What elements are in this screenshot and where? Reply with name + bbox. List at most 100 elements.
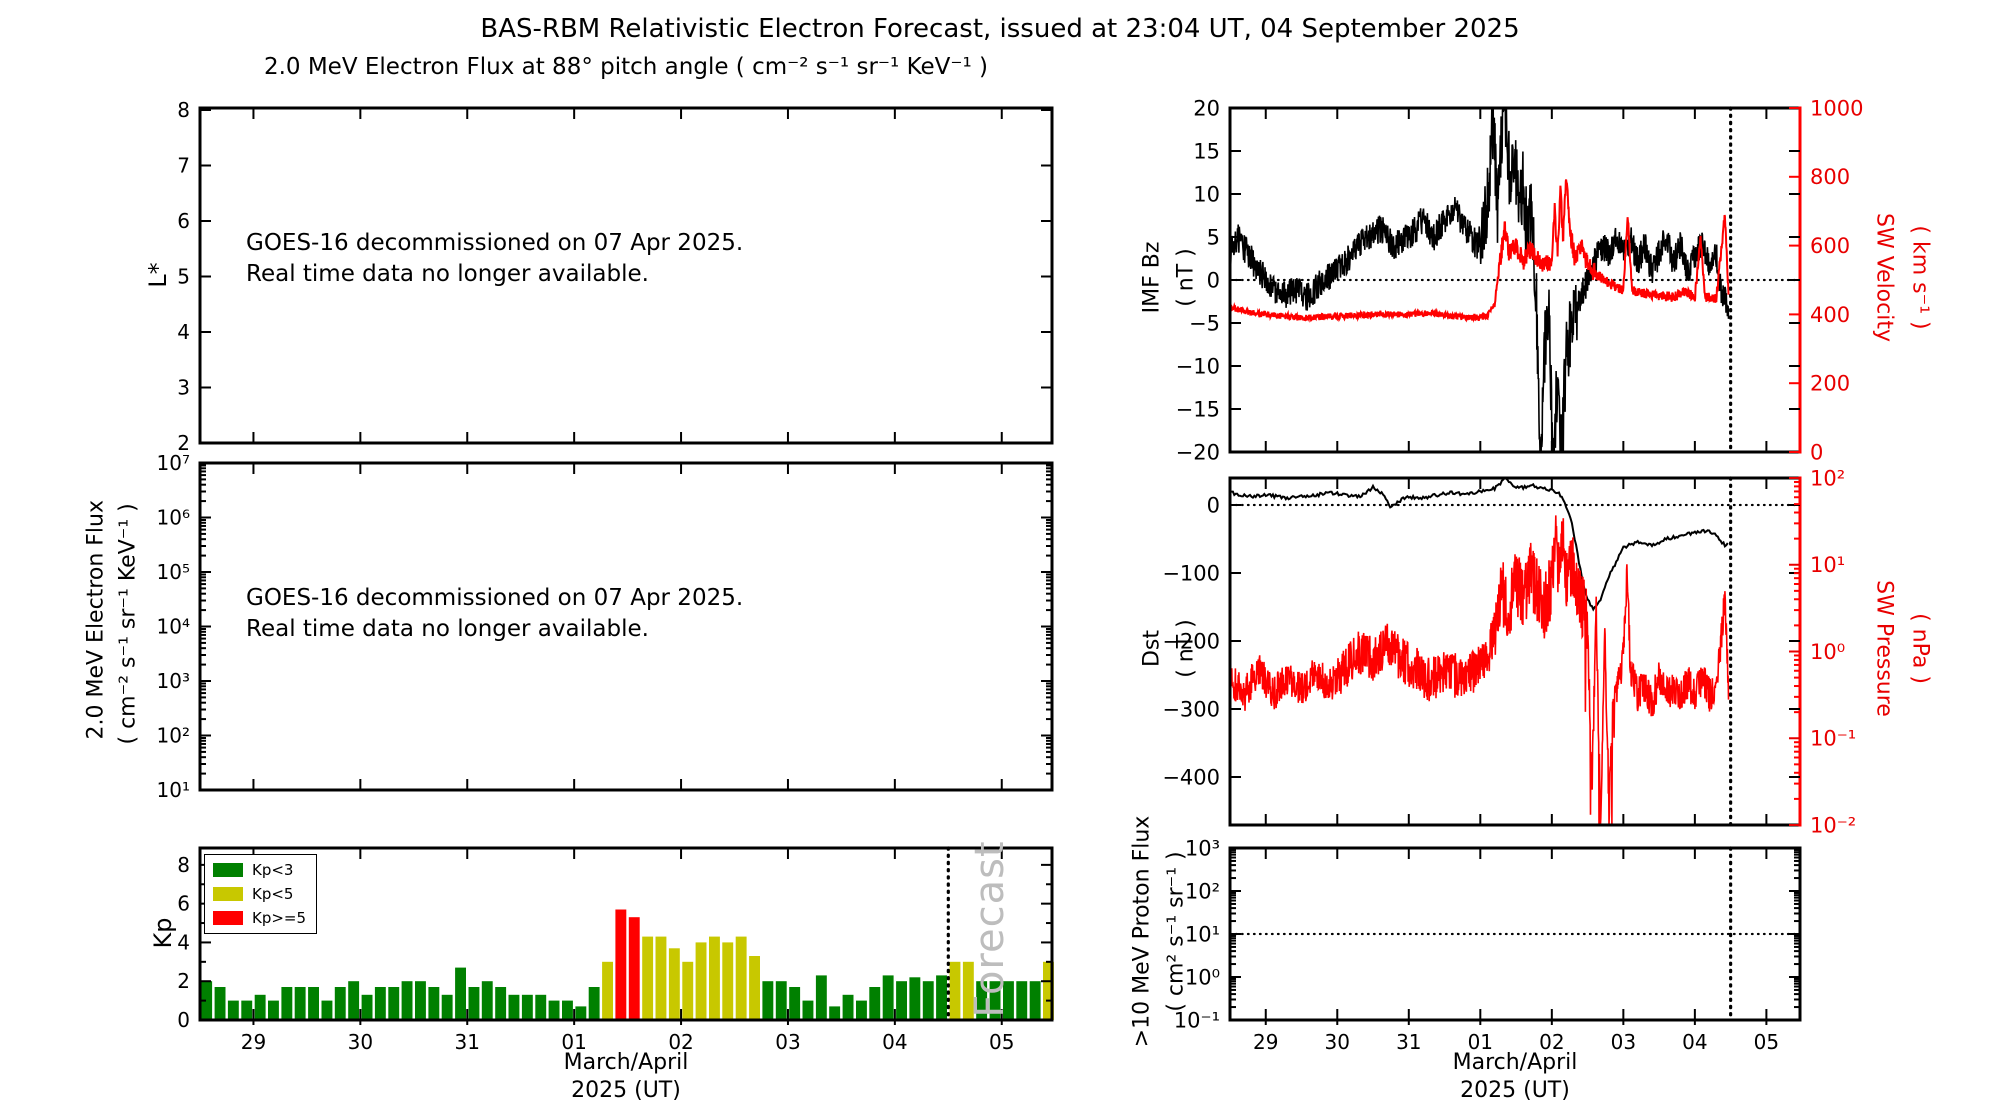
kp-bar <box>415 981 426 1020</box>
y-tick-label: 0 <box>1207 493 1220 517</box>
kp-axis-label: Kp <box>149 917 177 949</box>
sw-pressure-axis-units: ( nPa ) <box>1907 613 1933 684</box>
kp-panel-frame <box>198 846 1054 1022</box>
kp-bar <box>308 987 319 1020</box>
velocity-tick-label: 400 <box>1810 303 1850 327</box>
log-tick-label: 10⁷ <box>157 451 190 475</box>
y-tick-label: 2 <box>177 431 190 455</box>
y-tick-label: 0 <box>177 1008 190 1032</box>
kp-bar <box>214 987 226 1020</box>
x-tick-label: 05 <box>1754 1030 1779 1054</box>
kp-bar <box>842 994 854 1020</box>
y-tick-label: 4 <box>177 930 190 954</box>
log-tick-label: 10³ <box>1185 836 1220 860</box>
kp-bar <box>1016 981 1028 1020</box>
log-tick-label: 10⁻¹ <box>1174 1008 1220 1032</box>
kp-bar <box>789 987 801 1020</box>
log-tick-label: 10⁵ <box>157 560 190 584</box>
kp-bar <box>588 987 600 1020</box>
kp-lt5-swatch <box>213 887 243 901</box>
y-tick-label: 3 <box>177 375 190 399</box>
sw-velocity-axis-label: SW Velocity <box>1871 212 1897 342</box>
kp-bar <box>374 987 386 1020</box>
kp-bar <box>334 987 346 1020</box>
x-tick-label: 30 <box>1325 1030 1350 1054</box>
y-tick-label: 20 <box>1193 96 1220 120</box>
eflux-axis-units: ( cm⁻² s⁻¹ sr⁻¹ KeV⁻¹ ) <box>115 503 141 745</box>
kp-bar <box>441 994 453 1020</box>
sw-velocity-axis-units: ( km s⁻¹ ) <box>1907 225 1933 330</box>
velocity-tick-label: 200 <box>1810 372 1850 396</box>
sw-pressure-series <box>1229 515 1730 826</box>
y-tick-label: 10 <box>1193 182 1220 206</box>
forecast-watermark: Forecast <box>967 840 1013 1018</box>
x-tick-label: 29 <box>241 1030 266 1054</box>
right-xaxis-sublabel: 2025 (UT) <box>1460 1078 1570 1100</box>
x-tick-label: 01 <box>1468 1030 1493 1054</box>
kp-bar <box>695 942 707 1020</box>
log-tick-label: 10³ <box>157 669 190 693</box>
left-xaxis-sublabel: 2025 (UT) <box>571 1078 681 1100</box>
kp-bar <box>455 967 466 1020</box>
y-tick-label: −300 <box>1162 697 1220 721</box>
kp-bar <box>896 981 907 1020</box>
kp-bar <box>909 977 921 1020</box>
sw-velocity-series <box>1229 179 1730 323</box>
y-tick-label: 6 <box>177 892 190 916</box>
kp-bar <box>749 956 760 1020</box>
kp-bar <box>775 981 787 1020</box>
log-tick-label: 10⁶ <box>157 506 190 530</box>
velocity-tick-label: 1000 <box>1810 96 1863 120</box>
y-tick-label: −200 <box>1162 629 1220 653</box>
kp-bar <box>709 936 720 1020</box>
kp-bar <box>936 975 947 1020</box>
kp-bar <box>401 981 413 1020</box>
log-tick-label: 10¹ <box>1810 553 1845 577</box>
x-tick-label: 30 <box>348 1030 373 1054</box>
imf-bz-axis-label: IMF Bz <box>1139 241 1165 314</box>
kp-bar <box>508 994 520 1020</box>
kp-bar <box>882 975 894 1020</box>
y-tick-label: 8 <box>177 853 190 877</box>
y-tick-label: 6 <box>177 209 190 233</box>
kp-bar <box>815 975 827 1020</box>
kp-bar <box>348 981 360 1020</box>
y-tick-label: 15 <box>1193 139 1220 163</box>
x-tick-label: 04 <box>1682 1030 1707 1054</box>
kp-ge5-swatch <box>213 911 243 925</box>
kp-bar <box>535 994 547 1020</box>
kp-bar <box>802 1000 814 1020</box>
kp-bar <box>495 987 507 1020</box>
kp-bar <box>321 1000 333 1020</box>
lstar-panel-annotation: GOES-16 decommissioned on 07 Apr 2025. R… <box>246 228 743 290</box>
kp-bar <box>615 909 627 1020</box>
annotation-line-1: GOES-16 decommissioned on 07 Apr 2025. <box>246 230 744 256</box>
kp-bar <box>722 942 734 1020</box>
left-xaxis-label: March/April <box>563 1050 689 1075</box>
eflux-panel-annotation: GOES-16 decommissioned on 07 Apr 2025. R… <box>246 583 743 645</box>
kp-bar <box>989 981 1001 1020</box>
velocity-tick-label: 600 <box>1810 234 1850 258</box>
legend-item-kp-ge5: Kp>=5 <box>213 909 306 927</box>
x-tick-label: 03 <box>775 1030 800 1054</box>
log-tick-label: 10¹ <box>1185 922 1220 946</box>
log-tick-label: 10⁴ <box>157 615 190 639</box>
kp-bar <box>976 981 988 1020</box>
y-tick-label: −400 <box>1162 765 1220 789</box>
kp-bar <box>294 987 306 1020</box>
kp-bar <box>922 981 934 1020</box>
kp-bar <box>428 987 440 1020</box>
dst-panel-frame <box>1228 476 1802 827</box>
kp-bar <box>668 948 680 1020</box>
x-tick-label: 04 <box>882 1030 907 1054</box>
figure-title: BAS-RBM Relativistic Electron Forecast, … <box>480 14 1520 44</box>
kp-lt5-label: Kp<5 <box>252 885 294 903</box>
log-tick-label: 10⁻² <box>1810 813 1856 837</box>
kp-bar <box>829 1006 841 1020</box>
kp-bar <box>548 1000 560 1020</box>
proton-flux-axis-label: >10 MeV Proton Flux <box>1129 815 1155 1048</box>
x-tick-label: 05 <box>989 1030 1014 1054</box>
sw-pressure-axis-label: SW Pressure <box>1871 580 1897 717</box>
